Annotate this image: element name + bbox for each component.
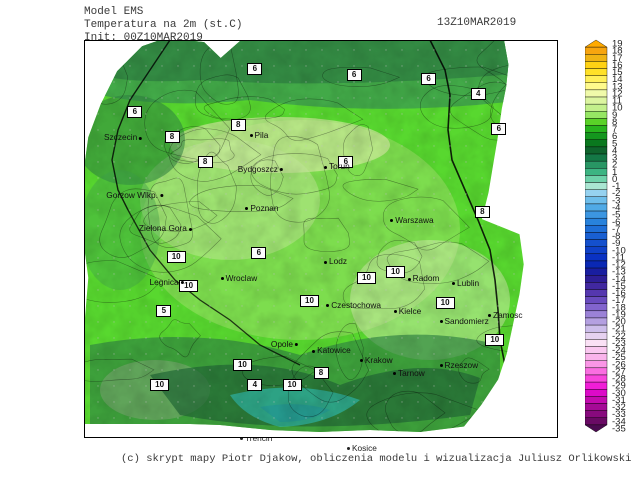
svg-text:-35: -35	[612, 423, 626, 434]
